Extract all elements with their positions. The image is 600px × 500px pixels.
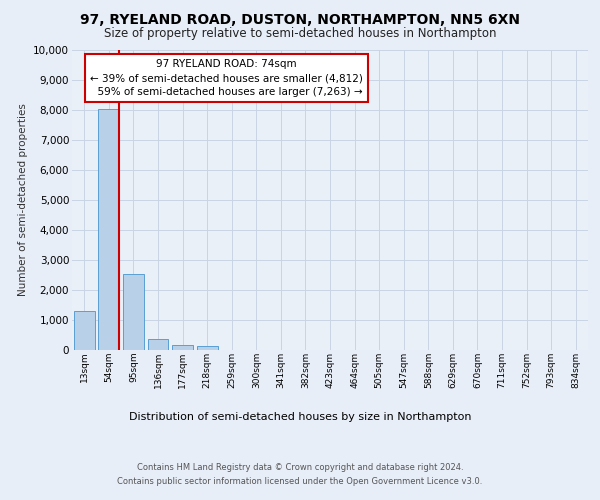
Text: Size of property relative to semi-detached houses in Northampton: Size of property relative to semi-detach… (104, 28, 496, 40)
Bar (172, 346, 193, 350)
Bar (98, 108, 119, 350)
Text: Contains public sector information licensed under the Open Government Licence v3: Contains public sector information licen… (118, 478, 482, 486)
Bar (123, 274, 144, 350)
Text: Distribution of semi-detached houses by size in Northampton: Distribution of semi-detached houses by … (129, 412, 471, 422)
Text: 97 RYELAND ROAD: 74sqm
← 39% of semi-detached houses are smaller (4,812)
  59% o: 97 RYELAND ROAD: 74sqm ← 39% of semi-det… (91, 59, 363, 97)
Text: 97, RYELAND ROAD, DUSTON, NORTHAMPTON, NN5 6XN: 97, RYELAND ROAD, DUSTON, NORTHAMPTON, N… (80, 12, 520, 26)
Text: Contains HM Land Registry data © Crown copyright and database right 2024.: Contains HM Land Registry data © Crown c… (137, 462, 463, 471)
Bar (74, 311, 95, 350)
Y-axis label: Number of semi-detached properties: Number of semi-detached properties (17, 104, 28, 296)
Bar (148, 339, 169, 350)
Bar (197, 346, 218, 350)
